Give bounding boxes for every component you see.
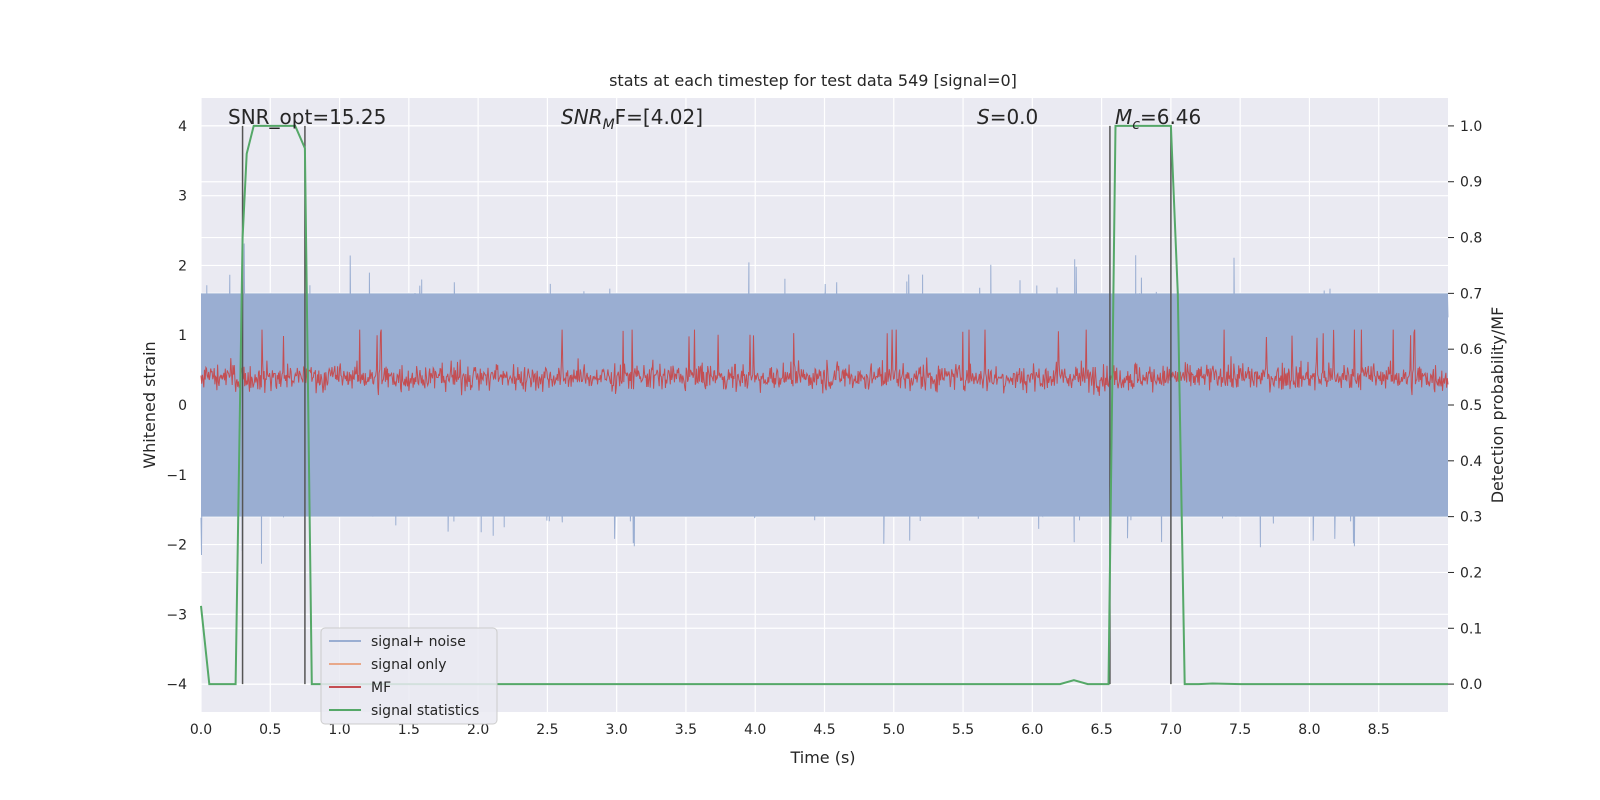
y2-axis-label: Detection probability/MF	[1488, 307, 1507, 504]
y2-tick-label: 0.0	[1460, 677, 1482, 693]
y-tick-label: 3	[178, 189, 187, 205]
x-axis-label: Time (s)	[789, 748, 855, 767]
y-axis-label: Whitened strain	[140, 341, 159, 468]
x-tick-label: 6.0	[1021, 722, 1043, 738]
s-annotation: S=0.0	[977, 105, 1038, 129]
y-tick-label: −4	[166, 677, 187, 693]
x-tick-label: 2.5	[536, 722, 558, 738]
snr-mf-annotation: SNRMF=[4.02]	[561, 105, 703, 133]
signal-statistics-series	[200, 124, 1448, 686]
x-tick-label: 8.0	[1298, 722, 1320, 738]
legend: signal+ noise signal only MF signal stat…	[320, 627, 498, 725]
x-tick-label: 0.0	[190, 722, 212, 738]
signal-noise-series	[200, 243, 1449, 564]
y-axis-ticks: −4 −3 −2 −1 0 1 2 3 4	[166, 119, 187, 693]
y2-tick-label: 0.7	[1460, 286, 1482, 302]
legend-label-signal-only: signal only	[371, 657, 446, 673]
x-tick-label: 7.5	[1229, 722, 1251, 738]
y-tick-label: 4	[178, 119, 187, 135]
x-tick-label: 5.0	[883, 722, 905, 738]
y2-tick-label: 0.8	[1460, 231, 1482, 247]
x-tick-label: 6.5	[1090, 722, 1112, 738]
y-tick-label: 1	[178, 328, 187, 344]
snr-opt-annotation: SNR_opt=15.25	[228, 105, 386, 129]
mf-line	[200, 329, 1449, 396]
y2-tick-label: 0.9	[1460, 175, 1482, 191]
x-tick-label: 0.5	[259, 722, 281, 738]
y-tick-label: 2	[178, 258, 187, 274]
signal-noise-core	[201, 293, 1448, 517]
y-tick-label: 0	[178, 398, 187, 414]
y-tick-label: −3	[166, 607, 187, 623]
x-tick-label: 1.5	[398, 722, 420, 738]
x-tick-label: 1.0	[328, 722, 350, 738]
x-tick-label: 5.5	[952, 722, 974, 738]
legend-label-mf: MF	[371, 680, 391, 696]
chart-title: stats at each timestep for test data 549…	[609, 71, 1017, 90]
x-tick-label: 8.5	[1368, 722, 1390, 738]
y2-tick-label: 0.1	[1460, 621, 1482, 637]
legend-box	[320, 627, 498, 725]
x-tick-label: 4.5	[813, 722, 835, 738]
y-tick-label: −1	[166, 468, 187, 484]
x-tick-label: 4.0	[744, 722, 766, 738]
mc-annotation: Mc=6.46	[1115, 105, 1201, 133]
y2-tick-label: 0.4	[1460, 454, 1482, 470]
y2-tick-label: 0.5	[1460, 398, 1482, 414]
legend-label-signal-statistics: signal statistics	[371, 703, 479, 719]
mf-series	[200, 329, 1449, 396]
x-tick-label: 3.5	[675, 722, 697, 738]
signal-statistics-line	[200, 124, 1448, 686]
x-tick-label: 2.0	[467, 722, 489, 738]
x-tick-label: 7.0	[1160, 722, 1182, 738]
y2-axis-ticks: 0.0 0.1 0.2 0.3 0.4 0.5 0.6 0.7 0.8 0.9 1.0	[1448, 119, 1482, 693]
y2-tick-label: 1.0	[1460, 119, 1482, 135]
y2-tick-label: 0.3	[1460, 510, 1482, 526]
y2-tick-label: 0.2	[1460, 565, 1482, 581]
x-tick-label: 3.0	[606, 722, 628, 738]
y2-tick-label: 0.6	[1460, 342, 1482, 358]
legend-label-signal-noise: signal+ noise	[371, 634, 466, 650]
x-axis-ticks: 0.0 0.5 1.0 1.5 2.0 2.5 3.0 3.5 4.0 4.5 5.0 5.5 6.0 6…	[190, 722, 1390, 738]
y-tick-label: −2	[166, 538, 187, 554]
